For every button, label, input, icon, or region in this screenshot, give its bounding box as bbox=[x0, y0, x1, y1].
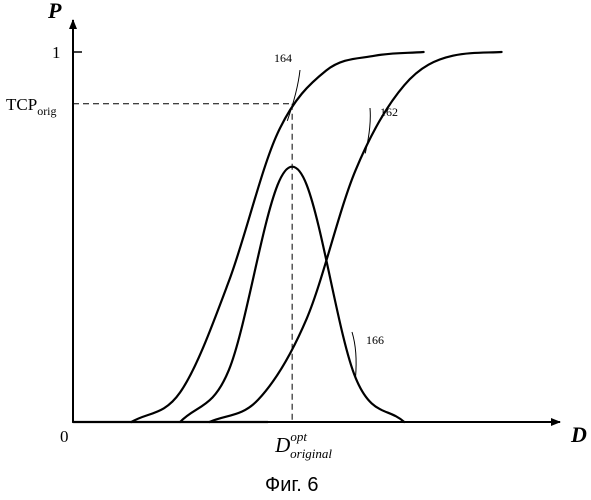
curve-162 bbox=[209, 52, 501, 422]
curve-164-label: 164 bbox=[274, 51, 292, 65]
curve-166-label: 166 bbox=[366, 333, 384, 347]
y-tick-label: 0 bbox=[60, 427, 69, 446]
y-tick-label: 1 bbox=[52, 43, 61, 62]
curves: 164 162 166 bbox=[73, 51, 502, 422]
curve-162-label: 162 bbox=[380, 105, 398, 119]
d-opt-subscript: original bbox=[290, 446, 332, 461]
figure-caption: Фиг. 6 bbox=[265, 474, 318, 496]
tcp-orig-label: TCPorig bbox=[6, 95, 57, 118]
x-axis-title: D bbox=[570, 422, 587, 447]
y-axis-title: P bbox=[47, 0, 62, 23]
